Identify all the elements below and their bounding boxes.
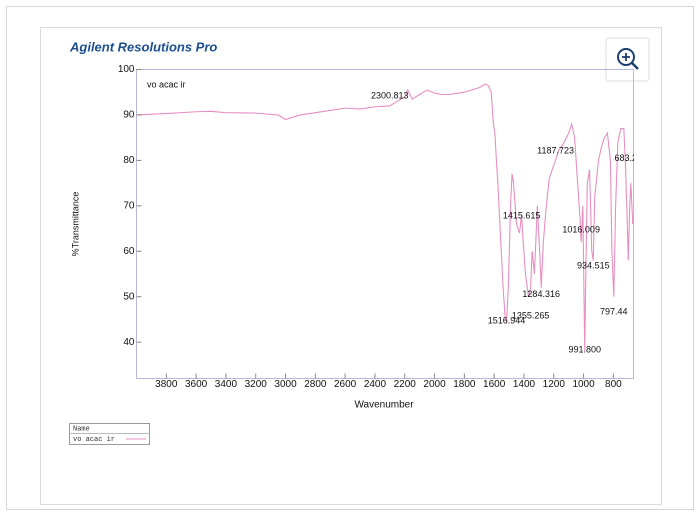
zoom-button-bg[interactable]: [605, 37, 650, 82]
x-tick-label: 2000: [423, 379, 446, 390]
x-tick-label: 3600: [185, 379, 208, 390]
plot-frame: [136, 69, 634, 379]
plot-label: vo acac ir: [147, 79, 186, 89]
peak-label: 991.800: [569, 345, 602, 355]
legend-header: Name: [73, 425, 90, 433]
y-tick-label: 70: [123, 200, 135, 211]
x-tick-label: 3400: [215, 379, 238, 390]
y-tick-label: 50: [123, 291, 135, 302]
x-tick-label: 3200: [245, 379, 268, 390]
legend: Name vo acac ir: [69, 423, 150, 445]
zoom-icon: [617, 48, 635, 66]
peak-label: 797.44: [600, 307, 628, 317]
x-tick-label: 3800: [155, 379, 178, 390]
x-tick-label: 2400: [364, 379, 387, 390]
y-tick-label: 60: [123, 246, 135, 257]
x-tick-label: 2200: [394, 379, 417, 390]
zoom-icon-handle: [631, 62, 639, 70]
y-tick-label: 90: [123, 110, 135, 121]
peak-label: 1187.723: [537, 146, 574, 156]
y-tick-label: 100: [118, 64, 135, 75]
peak-label: 934.515: [577, 261, 610, 271]
peak-label: 1516.944: [488, 316, 526, 326]
x-axis-label: Wavenumber: [354, 400, 414, 411]
x-tick-label: 1800: [453, 379, 476, 390]
peak-label: 1355.265: [512, 311, 550, 321]
x-tick-label: 800: [605, 379, 622, 390]
x-tick-label: 1000: [572, 379, 595, 390]
plot-area: 2300.813 1187.723 683.212 1415.615 1016.009 9…: [136, 83, 648, 355]
y-axis-label: %Transmittance: [70, 192, 80, 257]
x-tick-label: 3000: [274, 379, 297, 390]
x-tick-label: 1400: [513, 379, 536, 390]
peak-label: 1016.009: [562, 225, 600, 235]
peak-label: 1415.615: [503, 211, 541, 221]
zoom-button[interactable]: [605, 37, 650, 82]
y-tick-label: 40: [123, 337, 135, 348]
peak-label: 2300.813: [371, 91, 409, 101]
x-tick-label: 1200: [543, 379, 566, 390]
x-tick-label: 1600: [483, 379, 506, 390]
x-tick-label: 2800: [304, 379, 327, 390]
legend-entry: vo acac ir: [73, 436, 115, 444]
chart-title: Agilent Resolutions Pro: [69, 39, 217, 54]
x-tick-label: 2600: [334, 379, 357, 390]
peak-label: 683.212: [615, 153, 648, 163]
peak-label: 1284.316: [522, 289, 560, 299]
spectrum-line: [136, 83, 634, 352]
y-tick-label: 80: [123, 155, 135, 166]
